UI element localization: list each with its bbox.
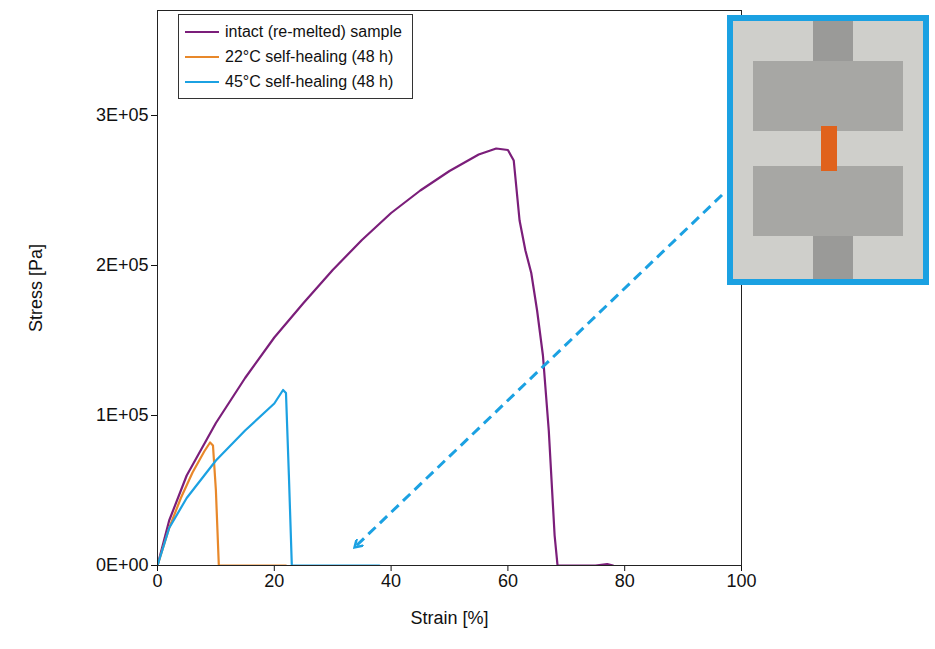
svg-text:100: 100	[726, 571, 756, 591]
svg-text:Stress [Pa]: Stress [Pa]	[26, 244, 46, 332]
svg-text:Strain [%]: Strain [%]	[410, 608, 488, 628]
html-text:22°C self-healing (48 h): 22°C self-healing (48 h)	[225, 47, 394, 65]
svg-text:40: 40	[381, 571, 401, 591]
html-text:45°C self-healing (48 h): 45°C self-healing (48 h)	[225, 72, 394, 90]
html-text:intact (re-melted) sample: intact (re-melted) sample	[225, 22, 402, 40]
svg-text:80: 80	[615, 571, 635, 591]
svg-text:1E+05: 1E+05	[96, 405, 149, 425]
svg-text:0: 0	[152, 571, 162, 591]
svg-text:2E+05: 2E+05	[96, 255, 149, 275]
svg-text:20: 20	[264, 571, 284, 591]
svg-text:60: 60	[498, 571, 518, 591]
svg-text:0E+00: 0E+00	[96, 555, 149, 575]
svg-text:3E+05: 3E+05	[96, 105, 149, 125]
